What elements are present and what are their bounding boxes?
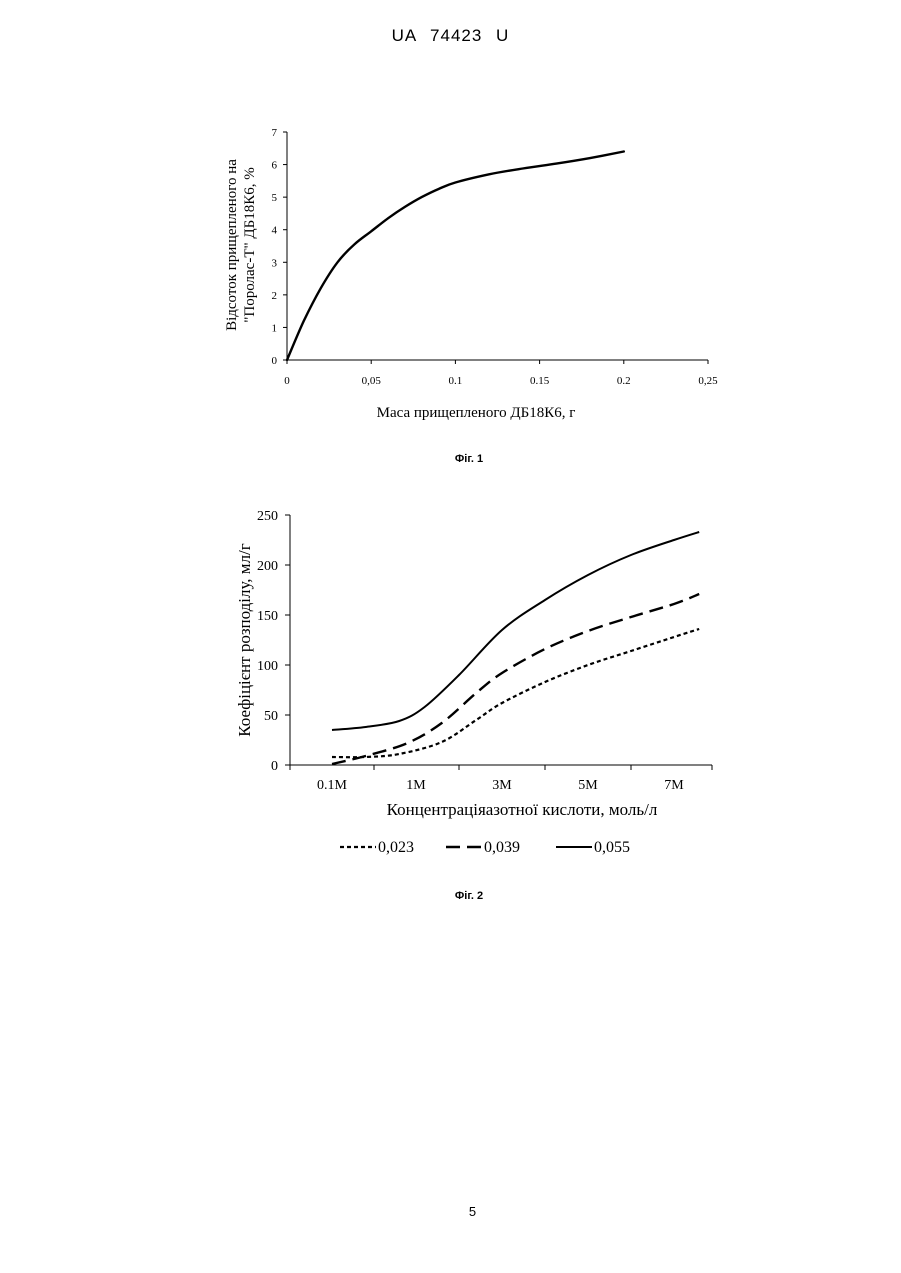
chart-1-y-axis-title-line2: "Поролас-Т" ДБ18К6, % [242,167,258,322]
chart-2-x-tick-label: 3М [492,778,512,793]
figure-2-caption: Фіг. 2 [0,890,901,902]
figure-1-caption: Фіг. 1 [0,453,901,465]
chart-1: 0 1 2 3 4 5 6 7 0 0,05 0.1 0.15 0.2 0,25 Маса прищеп… [224,127,718,421]
chart-1-x-axis-title: Маса прищепленого ДБ18К6, г [377,405,576,421]
chart-1-series-line [287,152,624,361]
chart-2-series-line-0,023 [332,629,699,757]
chart-2-y-ticks: 0 50 100 150 200 250 [257,509,290,774]
chart-1-x-tick-label: 0.15 [530,375,550,387]
chart-2-y-tick-label: 200 [257,559,278,574]
chart-1-y-tick-label: 3 [272,257,278,269]
chart-1-series-group [287,152,624,361]
chart-1-y-tick-label: 2 [272,290,278,302]
chart-2-y-tick-label: 0 [271,759,278,774]
chart-2-y-tick-label: 150 [257,609,278,624]
chart-2-x-tick-label: 5М [578,778,598,793]
chart-2-legend-label: 0,039 [484,839,520,856]
chart-1-y-tick-label: 4 [272,225,278,237]
chart-2-y-axis-title: Коефіцієнт розподілу, мл/г [235,543,254,737]
chart-1-y-tick-label: 7 [272,127,278,139]
chart-1-y-tick-label: 5 [272,192,278,204]
chart-1-x-tick-label: 0,05 [362,375,382,387]
chart-2-x-tick-label: 1М [406,778,426,793]
chart-1-y-tick-label: 1 [272,322,278,334]
chart-2-y-tick-label: 100 [257,659,278,674]
chart-2: 0 50 100 150 200 250 0.1М 1М 3М 5М 7М Концентраці… [235,509,712,856]
chart-2-legend-label: 0,055 [594,839,630,856]
chart-1-y-tick-label: 6 [272,160,278,172]
chart-2-x-ticks: 0.1М 1М 3М 5М 7М [290,765,712,793]
chart-1-x-ticks: 0 0,05 0.1 0.15 0.2 0,25 [284,360,718,387]
chart-2-series-line-0,055 [332,532,699,730]
chart-2-x-tick-label: 0.1М [317,778,348,793]
chart-1-x-tick-label: 0.2 [617,375,631,387]
chart-1-x-tick-label: 0,25 [698,375,718,387]
chart-1-x-tick-label: 0.1 [449,375,463,387]
chart-1-y-tick-label: 0 [272,355,278,367]
page-number: 5 [0,1204,901,1219]
chart-1-x-tick-label: 0 [284,375,290,387]
chart-2-legend-label: 0,023 [378,839,414,856]
chart-2-x-tick-label: 7М [664,778,684,793]
chart-2-legend: 0,023 0,039 0,055 [340,839,630,856]
chart-2-x-axis-title: Концентраціяазотної кислоти, моль/л [387,800,658,819]
chart-2-series-group [332,532,699,764]
chart-2-y-tick-label: 250 [257,509,278,524]
chart-1-y-ticks: 0 1 2 3 4 5 6 7 [272,127,288,367]
chart-1-y-axis-title-line1: Відсоток прищепленого на [224,159,240,331]
chart-2-y-tick-label: 50 [264,709,278,724]
